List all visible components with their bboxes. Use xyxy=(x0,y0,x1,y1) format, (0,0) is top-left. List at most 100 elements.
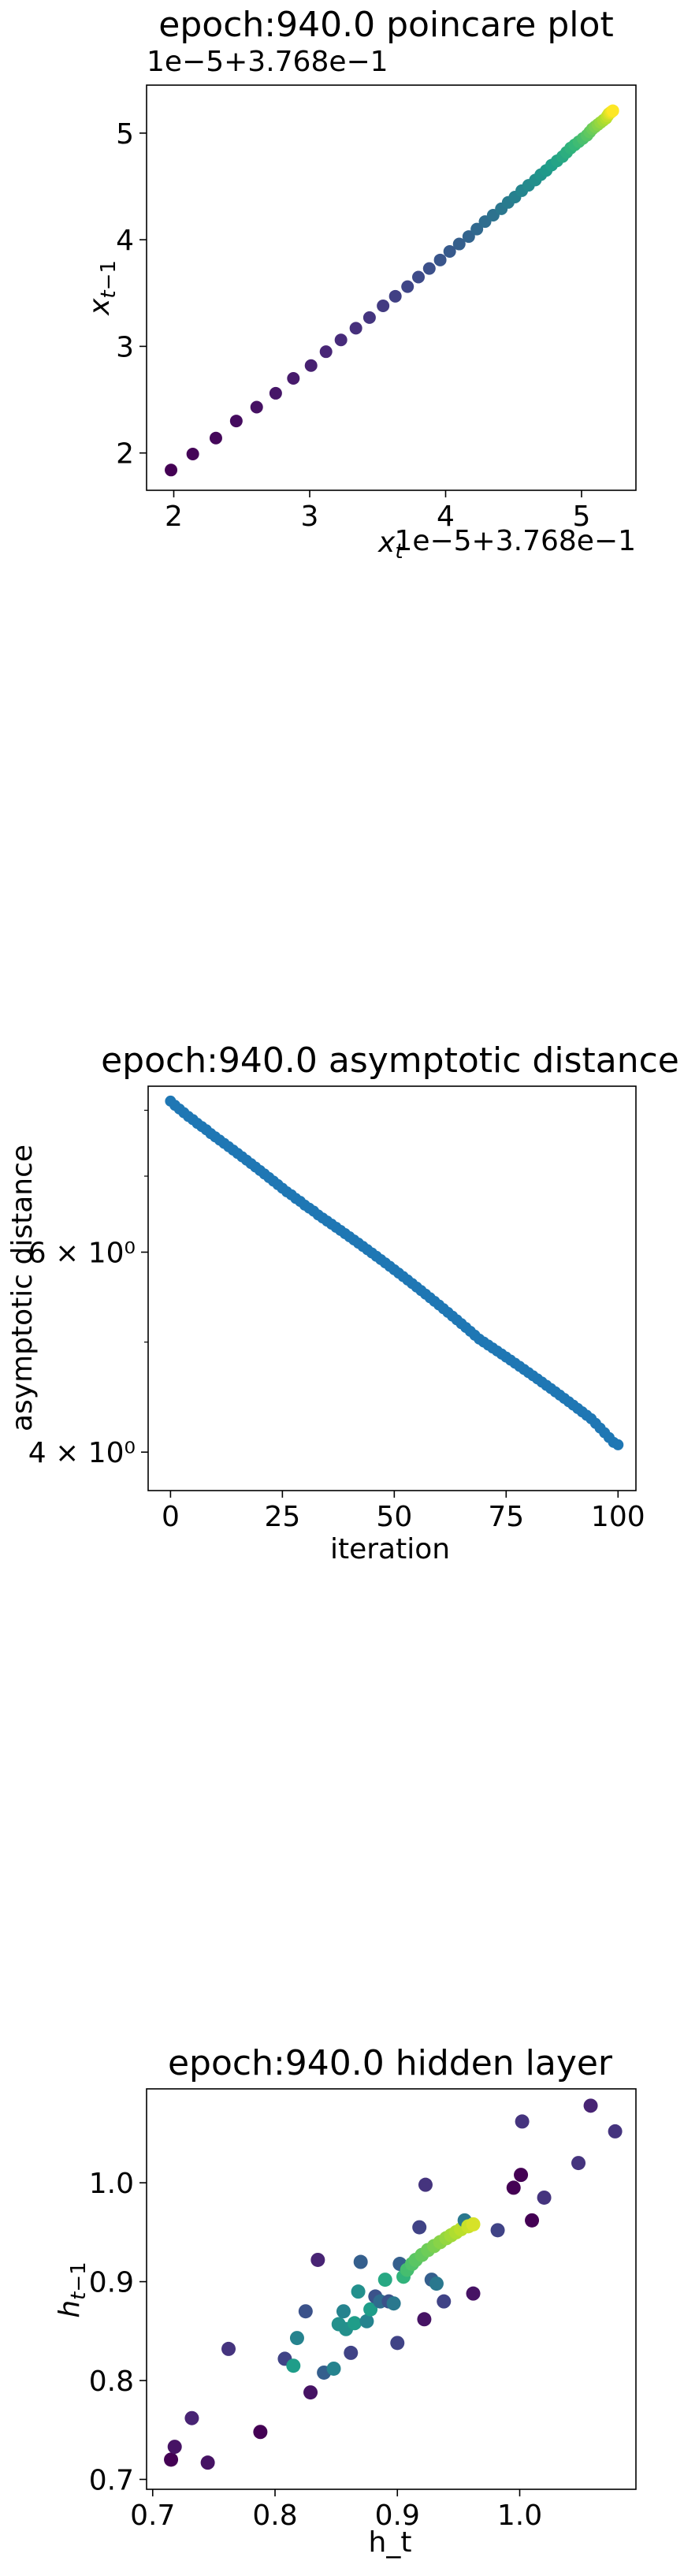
x-tick-label: 0.8 xyxy=(252,2500,297,2532)
data-point xyxy=(388,289,402,303)
data-point xyxy=(571,2156,586,2171)
y-tick-label: 4 xyxy=(116,225,134,257)
data-point xyxy=(336,2304,351,2319)
x-ticks: 0.7 0.8 0.9 1.0 xyxy=(130,2489,542,2532)
y-tick-label: 0.8 xyxy=(89,2366,134,2398)
data-point xyxy=(362,311,376,324)
data-point xyxy=(298,2304,313,2319)
data-point xyxy=(429,2276,444,2291)
data-point xyxy=(209,431,222,445)
data-point xyxy=(229,415,243,428)
chart-title: epoch:940.0 hidden layer xyxy=(168,2043,613,2083)
x-tick-label: 0 xyxy=(162,1501,180,1533)
data-point xyxy=(184,2410,199,2425)
data-point xyxy=(433,253,447,266)
data-point xyxy=(286,2358,301,2373)
data-point xyxy=(344,2345,359,2360)
data-point xyxy=(470,222,484,236)
data-point xyxy=(462,230,475,244)
poincare-plot-chart: epoch:940.0 poincare plot 1e−5+3.768e−1 … xyxy=(84,5,637,564)
plot-frame xyxy=(147,1085,637,1491)
data-point xyxy=(164,2452,179,2467)
scatter-points xyxy=(164,2098,623,2470)
data-point xyxy=(514,2168,529,2183)
x-tick-label: 25 xyxy=(264,1501,300,1533)
x-ticks: 0 25 50 75 100 xyxy=(162,1491,645,1533)
y-tick-label: 2 xyxy=(116,438,134,471)
data-point xyxy=(319,345,333,359)
data-point xyxy=(353,2254,368,2269)
y-tick-label: 0.9 xyxy=(89,2267,134,2299)
y-axis-label: asymptotic distance xyxy=(6,1145,39,1431)
y-ticks: 2 3 4 5 xyxy=(116,118,147,471)
data-point xyxy=(417,2312,432,2327)
x-axis-label: h_t xyxy=(369,2526,412,2559)
scatter-points xyxy=(165,104,619,477)
data-point xyxy=(347,2316,362,2331)
y-tick-label: 0.7 xyxy=(89,2464,134,2496)
x-tick-label: 4 xyxy=(437,501,455,533)
data-point xyxy=(304,359,318,372)
x-tick-label: 50 xyxy=(376,1501,412,1533)
data-point xyxy=(386,2296,401,2311)
chart-title: epoch:940.0 poincare plot xyxy=(158,5,613,45)
y-axis-label: xt−1 xyxy=(84,260,121,316)
data-point xyxy=(377,299,390,312)
asymptotic-distance-chart: epoch:940.0 asymptotic distance 0 25 50 75 1… xyxy=(6,1040,679,1565)
hidden-layer-chart: epoch:940.0 hidden layer 0.7 0.8 0.9 1.0 0.… xyxy=(54,2043,637,2559)
data-point xyxy=(466,2286,481,2301)
data-point xyxy=(390,2336,405,2351)
y-ticks: 4 × 10⁰ 6 × 10⁰ xyxy=(28,1109,148,1469)
data-point xyxy=(303,2385,318,2400)
x-tick-label: 5 xyxy=(573,501,591,533)
data-point xyxy=(525,2213,540,2228)
data-point xyxy=(250,400,263,414)
data-point xyxy=(515,2114,530,2129)
y-offset-text: 1e−5+3.768e−1 xyxy=(147,46,388,78)
data-point xyxy=(269,386,282,400)
data-point xyxy=(412,270,425,284)
data-point xyxy=(326,2361,341,2376)
x-ticks: 2 3 4 5 xyxy=(165,490,590,533)
data-point xyxy=(359,2314,374,2328)
data-point xyxy=(221,2341,236,2356)
data-point xyxy=(401,280,414,293)
data-point xyxy=(437,2294,452,2309)
data-point xyxy=(583,2098,598,2113)
data-point xyxy=(349,322,362,335)
data-point xyxy=(200,2455,215,2470)
data-point xyxy=(351,2284,366,2299)
data-point xyxy=(490,2223,505,2238)
data-point xyxy=(452,237,466,251)
data-point xyxy=(506,2180,521,2195)
data-point xyxy=(466,2217,481,2232)
data-point xyxy=(310,2252,325,2267)
data-point xyxy=(287,371,300,385)
data-point xyxy=(608,2124,623,2139)
data-point xyxy=(167,2440,182,2455)
chart-title: epoch:940.0 asymptotic distance xyxy=(101,1040,679,1081)
data-point xyxy=(377,2273,392,2288)
plot-frame xyxy=(146,2088,637,2490)
x-tick-label: 75 xyxy=(488,1501,524,1533)
x-tick-label: 0.7 xyxy=(130,2500,175,2532)
x-tick-label: 2 xyxy=(165,501,183,533)
data-point xyxy=(422,262,436,275)
y-tick-label: 5 xyxy=(116,118,134,151)
data-point xyxy=(443,245,456,259)
data-point xyxy=(186,448,199,461)
data-point xyxy=(412,2220,427,2235)
y-tick-label: 3 xyxy=(116,331,134,363)
y-tick-label: 1.0 xyxy=(89,2168,134,2200)
y-ticks: 0.7 0.8 0.9 1.0 xyxy=(89,2168,147,2496)
plot-frame xyxy=(146,84,637,491)
data-point xyxy=(418,2177,433,2192)
data-point xyxy=(253,2425,268,2440)
x-tick-label: 3 xyxy=(301,501,319,533)
x-offset-text: 1e−5+3.768e−1 xyxy=(394,525,636,557)
data-point xyxy=(289,2331,304,2346)
data-point xyxy=(612,1439,624,1450)
data-point xyxy=(537,2190,552,2205)
x-tick-label: 0.9 xyxy=(375,2500,420,2532)
